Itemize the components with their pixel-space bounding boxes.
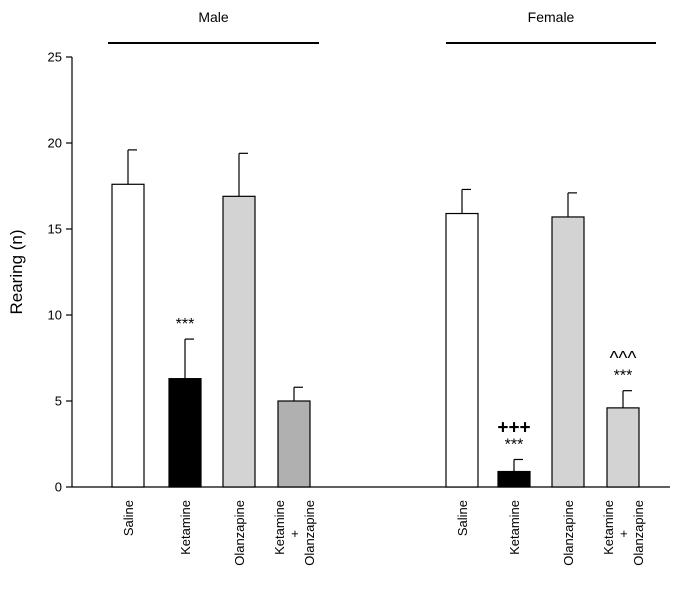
- group-label-female: Female: [528, 9, 575, 25]
- y-tick-label: 20: [48, 136, 62, 151]
- significance-label: ***: [505, 436, 524, 453]
- category-label: Saline: [455, 500, 470, 536]
- category-label-line: Olanzapine: [302, 500, 317, 566]
- category-label: Olanzapine: [561, 500, 576, 566]
- category-label-line: Ketamine: [178, 500, 193, 555]
- category-label-line: +: [287, 530, 302, 538]
- category-label-line: Saline: [121, 500, 136, 536]
- y-tick-label: 15: [48, 222, 62, 237]
- category-label: Saline: [121, 500, 136, 536]
- bar: [497, 470, 531, 488]
- y-tick-label: 25: [48, 50, 62, 65]
- bar: [445, 212, 479, 488]
- significance-label: ***: [614, 368, 633, 385]
- significance-label: +++: [497, 417, 530, 438]
- group-label-male: Male: [198, 9, 229, 25]
- category-label: Ketamine+Olanzapine: [272, 500, 317, 566]
- y-tick-label: 10: [48, 308, 62, 323]
- category-label-line: Ketamine: [507, 500, 522, 555]
- category-label-line: Olanzapine: [232, 500, 247, 566]
- bar: [551, 216, 585, 488]
- plot-area: 0 5 10 15 20 25 Male Saline *** Ketamine Olanzapin…: [48, 9, 670, 566]
- category-label-line: +: [616, 530, 631, 538]
- bar: [277, 400, 311, 488]
- bar: [606, 407, 640, 488]
- category-label-line: Olanzapine: [561, 500, 576, 566]
- category-label: Ketamine+Olanzapine: [601, 500, 646, 566]
- category-label-line: Saline: [455, 500, 470, 536]
- bar: [168, 378, 202, 488]
- y-tick-label: 0: [55, 480, 62, 495]
- y-axis-label: Rearing (n): [7, 229, 26, 314]
- significance-label: ***: [176, 316, 195, 333]
- bar: [111, 183, 145, 488]
- category-label-line: Olanzapine: [631, 500, 646, 566]
- category-label-line: Ketamine: [272, 500, 287, 555]
- category-label: Ketamine: [507, 500, 522, 555]
- bar: [222, 195, 256, 488]
- category-label: Olanzapine: [232, 500, 247, 566]
- category-label-line: Ketamine: [601, 500, 616, 555]
- category-label: Ketamine: [178, 500, 193, 555]
- significance-label: ^^^: [610, 349, 637, 370]
- y-tick-label: 5: [55, 394, 62, 409]
